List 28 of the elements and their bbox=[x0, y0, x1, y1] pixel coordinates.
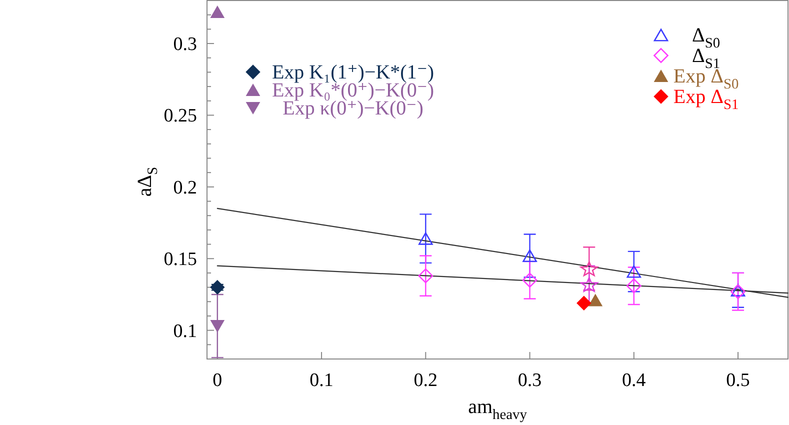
y-tick-label: 0.25 bbox=[164, 106, 197, 127]
point bbox=[210, 320, 224, 332]
x-tick-label: 0.1 bbox=[310, 370, 334, 391]
point bbox=[418, 232, 433, 245]
point bbox=[522, 272, 538, 288]
x-tick-label: 0 bbox=[212, 370, 222, 391]
x-tick-label: 0.3 bbox=[518, 370, 542, 391]
x-tick-label: 0.2 bbox=[414, 370, 438, 391]
point bbox=[580, 261, 598, 276]
point bbox=[730, 284, 746, 300]
legend-label: Exp K₁(1⁺)−K*(1⁻) bbox=[272, 62, 434, 84]
x-axis-title: am$_{heavy}$ bbox=[468, 396, 528, 423]
point bbox=[210, 6, 224, 18]
point bbox=[626, 265, 642, 278]
point bbox=[418, 268, 434, 284]
point bbox=[576, 296, 592, 310]
x-tick-label: 0.4 bbox=[622, 370, 646, 391]
point bbox=[522, 249, 537, 262]
point bbox=[580, 277, 598, 292]
point bbox=[626, 278, 642, 294]
y-tick-label: 0.15 bbox=[164, 249, 197, 270]
x-tick-label: 0.5 bbox=[726, 370, 750, 391]
point bbox=[588, 294, 602, 306]
point bbox=[210, 280, 225, 294]
y-tick-label: 0.1 bbox=[173, 320, 197, 342]
y-tick-label: 0.2 bbox=[173, 177, 197, 198]
point bbox=[730, 284, 746, 296]
y-tick-label: 0.3 bbox=[173, 34, 197, 56]
